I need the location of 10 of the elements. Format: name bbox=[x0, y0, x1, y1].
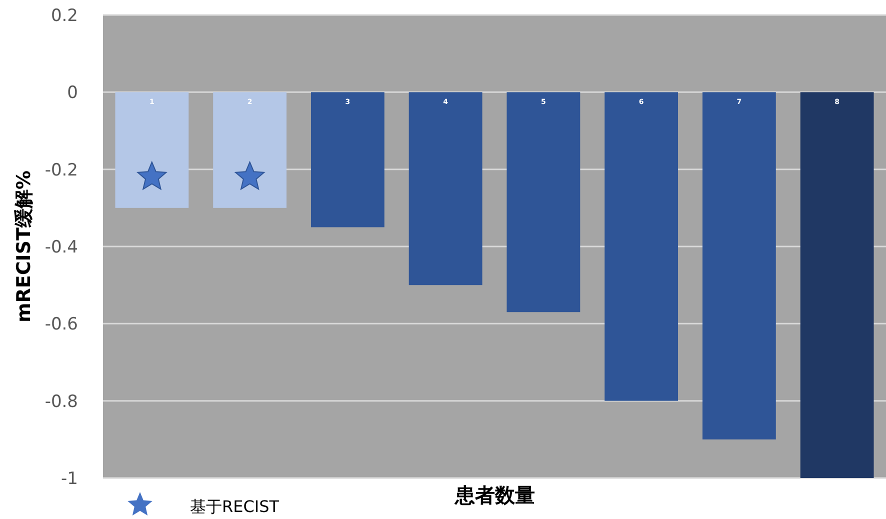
y-tick-label: -0.2 bbox=[44, 160, 78, 180]
y-tick-label: 0.2 bbox=[50, 6, 78, 26]
y-tick-label: -0.8 bbox=[44, 392, 78, 412]
legend-label: 基于RECIST bbox=[190, 497, 280, 516]
y-tick-label: -1 bbox=[61, 469, 78, 489]
y-tick-label: -0.6 bbox=[44, 314, 78, 335]
y-tick-label: 0 bbox=[67, 83, 78, 104]
y-tick-label: -0.4 bbox=[44, 238, 78, 258]
x-axis-title: 患者数量 bbox=[454, 483, 535, 507]
y-axis-title: mRECIST缓解% bbox=[13, 170, 35, 323]
